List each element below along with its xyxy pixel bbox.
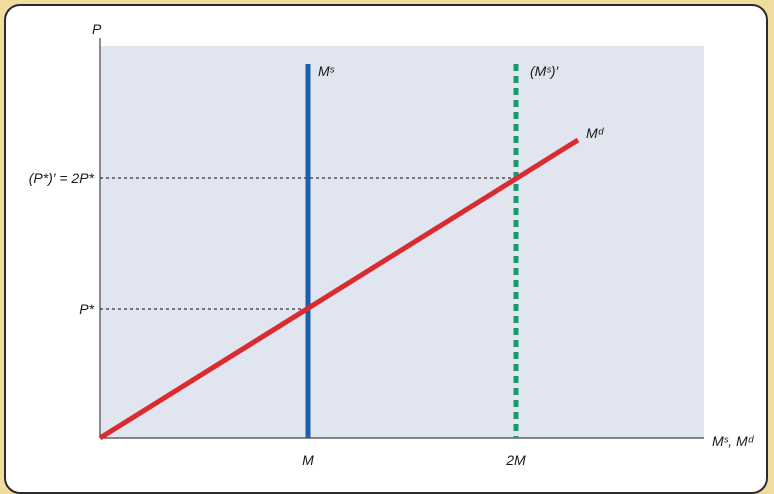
money-market-diagram: P Mˢ, Mᵈ Mˢ (Mˢ)′ Mᵈ P* (P*)′ = 2P* M 2M [29,21,755,468]
y-axis-label: P [92,21,102,37]
money-demand-label: Mᵈ [586,125,605,141]
m-tick-label: M [302,452,314,468]
p-star-prime-label: (P*)′ = 2P* [29,170,95,186]
money-supply-new-label: (Mˢ)′ [530,63,560,79]
p-star-label: P* [79,301,94,317]
money-supply-label: Mˢ [318,63,335,79]
money-demand-line [98,137,580,441]
two-m-tick-label: 2M [505,452,526,468]
x-axis-label: Mˢ, Mᵈ [712,433,755,449]
